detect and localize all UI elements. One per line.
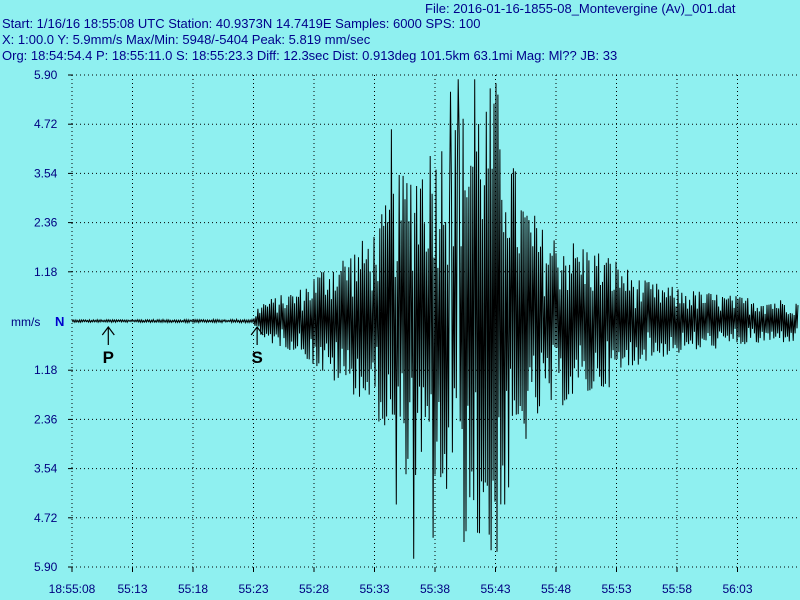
y-tick-label: 4.72	[34, 511, 58, 525]
y-tick-label: 2.36	[34, 412, 58, 426]
y-tick-label: 1.18	[34, 265, 58, 279]
x-axis-ticks: 18:55:08 55:13 55:18 55:23 55:28 55:33 55:38 55…	[49, 567, 753, 596]
x-tick-label: 55:58	[662, 582, 692, 596]
x-tick-label: 55:18	[178, 582, 208, 596]
marker-arrow-s	[250, 326, 264, 345]
x-tick-label: 56:03	[722, 582, 752, 596]
unit-label: mm/s	[11, 315, 40, 329]
y-tick-label: 3.54	[34, 462, 58, 476]
channel-label: N	[55, 314, 64, 329]
marker-arrow-p	[101, 326, 115, 345]
y-tick-label: 2.36	[34, 216, 58, 230]
y-axis-ticks: 5.90 4.72 3.54 2.36 1.18 1.18 2.36 3.54 4.72 5.90	[34, 68, 72, 574]
y-tick-label: 3.54	[34, 166, 58, 180]
seismic-trace	[71, 79, 799, 559]
scale-info: X: 1:00.0 Y: 5.9mm/s Max/Min: 5948/-5404…	[2, 32, 371, 47]
x-tick-label: 55:53	[601, 582, 631, 596]
x-tick-label: 18:55:08	[49, 582, 96, 596]
y-tick-label: 1.18	[34, 363, 58, 377]
file-name: File: 2016-01-16-1855-08_Montevergine (A…	[425, 1, 736, 16]
x-tick-label: 55:38	[420, 582, 450, 596]
x-tick-label: 55:48	[541, 582, 571, 596]
y-tick-label: 5.90	[34, 68, 58, 82]
x-tick-label: 55:33	[359, 582, 389, 596]
station-info: Start: 1/16/16 18:55:08 UTC Station: 40.…	[2, 16, 481, 31]
x-tick-label: 55:28	[299, 582, 329, 596]
event-info: Org: 18:54:54.4 P: 18:55:11.0 S: 18:55:2…	[2, 48, 618, 63]
marker-label-s: S	[251, 348, 262, 367]
y-tick-label: 4.72	[34, 117, 58, 131]
x-tick-label: 55:13	[117, 582, 147, 596]
x-tick-label: 55:43	[480, 582, 510, 596]
x-tick-label: 55:23	[238, 582, 268, 596]
marker-label-p: P	[103, 348, 114, 367]
y-tick-label: 5.90	[34, 560, 58, 574]
